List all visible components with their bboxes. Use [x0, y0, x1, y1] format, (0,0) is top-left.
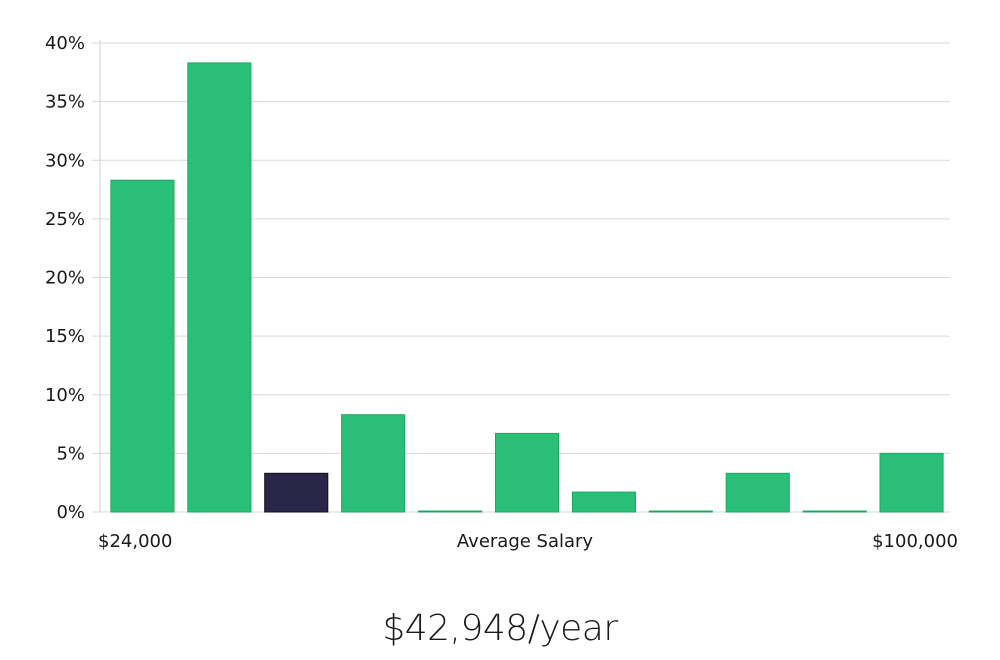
y-tick-label: 25% [45, 209, 85, 230]
y-tick-label: 40% [45, 33, 85, 54]
y-tick-label: 10% [45, 385, 85, 406]
y-tick-label: 20% [45, 268, 85, 289]
y-tick-label: 35% [45, 92, 85, 113]
bar [418, 510, 483, 513]
y-tick-label: 15% [45, 326, 85, 347]
x-axis-title: Average Salary [457, 531, 594, 552]
x-label-max: $100,000 [872, 531, 958, 552]
y-tick-label: 30% [45, 150, 85, 171]
bar-highlighted [264, 472, 329, 513]
y-tick-label: 0% [56, 502, 85, 523]
bar [571, 491, 637, 513]
salary-histogram: 0% 5% 10% 15% 20% 25% 30% 35% 40% $24,000 Averag… [45, 33, 958, 552]
bar [879, 452, 944, 513]
bar [725, 472, 790, 513]
y-axis-tick-labels: 0% 5% 10% 15% 20% 25% 30% 35% 40% [45, 33, 85, 523]
bar [110, 179, 175, 513]
bar [648, 510, 713, 513]
bars [110, 62, 944, 513]
bar [341, 414, 406, 513]
bar [187, 62, 252, 513]
bar [495, 432, 560, 513]
y-tick-label: 5% [56, 443, 85, 464]
bar [802, 510, 867, 513]
x-label-min: $24,000 [98, 531, 172, 552]
average-salary-value: $42,948/year [382, 608, 618, 649]
